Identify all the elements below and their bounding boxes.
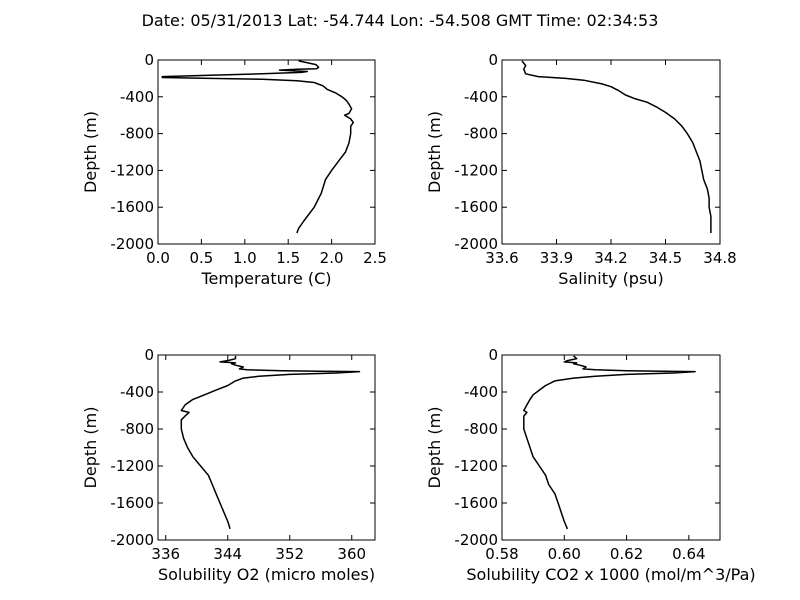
y-tick-label: -1200 bbox=[454, 457, 498, 475]
y-tick-label: -1200 bbox=[454, 161, 498, 179]
x-tick-label: 0.5 bbox=[189, 249, 213, 267]
x-tick-label: 360 bbox=[337, 545, 366, 563]
y-axis-label: Depth (m) bbox=[425, 111, 444, 193]
x-axis-label: Salinity (psu) bbox=[558, 269, 663, 288]
x-tick-label: 1.0 bbox=[233, 249, 257, 267]
series-line-solubility-co2 bbox=[523, 355, 696, 530]
plot-frame bbox=[501, 59, 721, 245]
y-tick-label: -400 bbox=[464, 383, 498, 401]
y-tick-label: -400 bbox=[120, 383, 154, 401]
y-axis-label: Depth (m) bbox=[81, 407, 100, 489]
y-axis-label: Depth (m) bbox=[425, 407, 444, 489]
x-tick-label: 33.6 bbox=[485, 249, 518, 267]
y-tick-label: -400 bbox=[464, 88, 498, 106]
x-axis-label: Solubility CO2 x 1000 (mol/m^3/Pa) bbox=[466, 565, 755, 584]
x-tick-label: 34.2 bbox=[594, 249, 627, 267]
y-tick-label: -1600 bbox=[110, 494, 154, 512]
y-tick-label: -2000 bbox=[110, 235, 154, 253]
x-tick-label: 33.9 bbox=[540, 249, 573, 267]
x-tick-label: 352 bbox=[275, 545, 304, 563]
y-tick-label: -800 bbox=[120, 125, 154, 143]
x-tick-label: 0.58 bbox=[485, 545, 518, 563]
x-tick-label: 34.5 bbox=[649, 249, 682, 267]
y-tick-label: -1200 bbox=[110, 457, 154, 475]
y-tick-label: -2000 bbox=[110, 531, 154, 549]
y-tick-label: -800 bbox=[464, 125, 498, 143]
y-tick-label: 0 bbox=[488, 51, 498, 69]
y-tick-label: 0 bbox=[144, 346, 154, 364]
x-tick-label: 2.0 bbox=[320, 249, 344, 267]
x-axis-label: Temperature (C) bbox=[200, 269, 331, 288]
y-tick-label: -2000 bbox=[454, 531, 498, 549]
y-tick-label: -1200 bbox=[110, 161, 154, 179]
y-tick-label: 0 bbox=[488, 346, 498, 364]
x-tick-label: 1.5 bbox=[276, 249, 300, 267]
y-tick-label: -2000 bbox=[454, 235, 498, 253]
y-tick-label: -1600 bbox=[454, 198, 498, 216]
chart-temperature: 0.0 0.5 1.0 1.5 2.0 2.5 0 -400 -800 -1200 -1600 -20… bbox=[81, 51, 387, 288]
y-tick-label: -1600 bbox=[454, 494, 498, 512]
figure-title: Date: 05/31/2013 Lat: -54.744 Lon: -54.5… bbox=[142, 11, 659, 30]
chart-solubility-co2: 0.58 0.60 0.62 0.64 0 -400 -800 -1200 -1600 -2000… bbox=[425, 346, 756, 584]
plot-frame bbox=[157, 59, 376, 245]
y-tick-label: -800 bbox=[120, 420, 154, 438]
series-line-salinity bbox=[521, 60, 712, 233]
series-line-solubility-o2 bbox=[180, 355, 361, 530]
y-tick-label: -1600 bbox=[110, 198, 154, 216]
panels: 0.0 0.5 1.0 1.5 2.0 2.5 0 -400 -800 -1200 -1600 -20… bbox=[81, 51, 756, 584]
x-tick-label: 0.0 bbox=[146, 249, 170, 267]
plot-frame bbox=[157, 354, 376, 541]
x-tick-label: 0.60 bbox=[548, 545, 581, 563]
x-tick-label: 34.8 bbox=[703, 249, 736, 267]
x-tick-label: 0.62 bbox=[610, 545, 643, 563]
x-axis-label: Solubility O2 (micro moles) bbox=[158, 565, 375, 584]
y-axis-label: Depth (m) bbox=[81, 111, 100, 193]
y-tick-label: 0 bbox=[144, 51, 154, 69]
x-tick-label: 336 bbox=[151, 545, 180, 563]
series-line-temperature bbox=[161, 60, 355, 234]
chart-salinity: 33.6 33.9 34.2 34.5 34.8 0 -400 -800 -1200 -1600 -… bbox=[425, 51, 737, 288]
y-tick-label: -800 bbox=[464, 420, 498, 438]
x-tick-label: 0.64 bbox=[672, 545, 705, 563]
chart-solubility-o2: 336 344 352 360 0 -400 -800 -1200 -1600 -2000Solu… bbox=[81, 346, 376, 584]
x-tick-label: 344 bbox=[213, 545, 242, 563]
y-tick-label: -400 bbox=[120, 88, 154, 106]
plot-frame bbox=[501, 354, 721, 541]
x-tick-label: 2.5 bbox=[363, 249, 387, 267]
